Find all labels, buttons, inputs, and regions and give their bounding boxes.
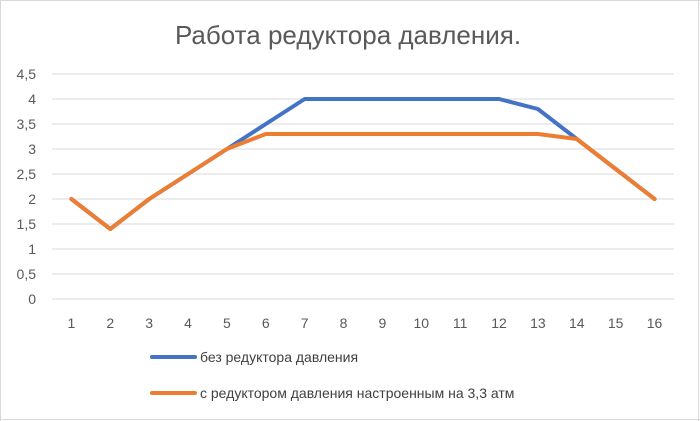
sheet-gridline-top	[0, 0, 700, 1]
x-tick-label: 15	[608, 315, 624, 331]
x-tick-label: 14	[569, 315, 585, 331]
x-tick-label: 7	[301, 315, 309, 331]
y-tick-label: 1	[28, 241, 36, 257]
legend-label: с редуктором давления настроенным на 3,3…	[200, 385, 514, 401]
x-tick-label: 13	[530, 315, 546, 331]
legend-label: без редуктора давления	[200, 349, 358, 365]
series-line-without-reducer[interactable]	[69, 97, 657, 231]
x-tick-label: 1	[68, 315, 76, 331]
y-tick-label: 0,5	[17, 266, 37, 282]
sheet-gridline-right	[698, 0, 699, 421]
x-tick-label: 8	[340, 315, 348, 331]
x-tick-label: 11	[453, 315, 468, 331]
series-line-with-reducer[interactable]	[69, 132, 657, 231]
y-tick-label: 3,5	[17, 116, 37, 132]
y-tick-label: 2,5	[17, 166, 37, 182]
gridlines	[52, 73, 674, 300]
x-tick-label: 16	[647, 315, 663, 331]
x-axis-tick-labels: 1 2 3 4 5 6 7 8 9 10 11 12 13 14 15 16	[68, 315, 663, 331]
sheet-gridline-left	[0, 0, 1, 421]
series-lines	[69, 97, 657, 231]
x-tick-label: 3	[145, 315, 153, 331]
y-tick-label: 1,5	[17, 216, 37, 232]
y-tick-label: 4	[28, 91, 36, 107]
y-tick-label: 0	[28, 291, 36, 307]
y-tick-label: 2	[28, 191, 36, 207]
y-tick-label: 3	[28, 141, 36, 157]
y-tick-label: 4,5	[17, 66, 37, 82]
x-tick-label: 9	[379, 315, 387, 331]
x-tick-label: 2	[106, 315, 114, 331]
x-tick-label: 12	[491, 315, 507, 331]
chart-title: Работа редуктора давления.	[175, 20, 521, 50]
x-tick-label: 10	[414, 315, 430, 331]
x-tick-label: 4	[184, 315, 192, 331]
x-tick-label: 6	[262, 315, 270, 331]
sheet-gridline-bottom	[0, 419, 700, 420]
chart-area[interactable]	[8, 4, 690, 418]
x-tick-label: 5	[223, 315, 231, 331]
y-axis-tick-labels: 0 0,5 1 1,5 2 2,5 3 3,5 4 4,5	[17, 66, 37, 307]
legend[interactable]: без редуктора давления с редуктором давле…	[150, 349, 514, 401]
